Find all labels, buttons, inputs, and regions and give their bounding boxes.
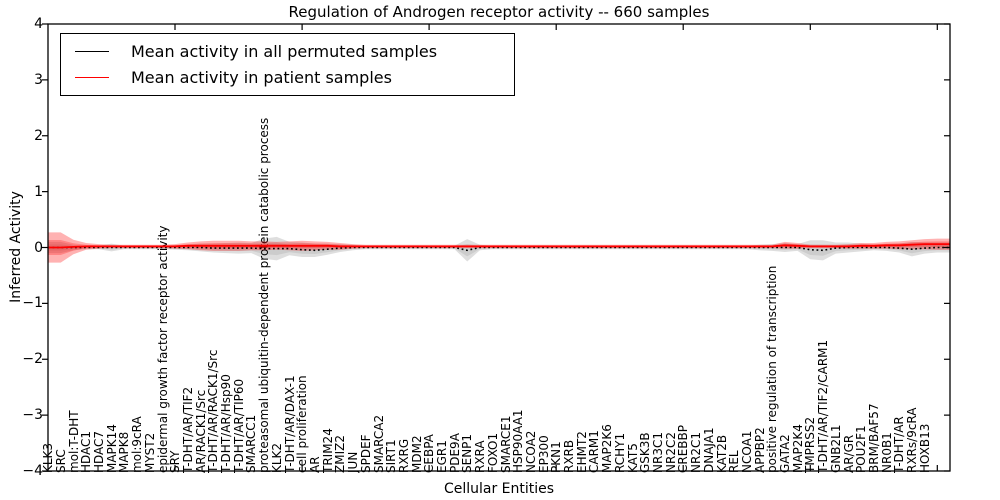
y-tick-label: −1 [22, 295, 43, 312]
y-tick-label: −4 [22, 463, 43, 479]
y-tick-label: 1 [34, 183, 43, 200]
y-tick-label: −3 [22, 407, 43, 424]
legend: Mean activity in all permuted samples Me… [60, 33, 515, 96]
patient-line-sample [75, 77, 109, 79]
y-tick-label: 2 [34, 127, 43, 144]
x-axis-label: Cellular Entities [443, 481, 555, 497]
legend-label-permuted: Mean activity in all permuted samples [131, 41, 438, 61]
permuted-line-sample [75, 50, 109, 52]
legend-label-patient: Mean activity in patient samples [131, 68, 392, 88]
y-tick-label: −2 [22, 351, 43, 368]
y-tick-label: 0 [34, 239, 43, 256]
legend-item-patient: Mean activity in patient samples [75, 66, 514, 90]
y-tick-label: 4 [34, 16, 43, 32]
y-tick-label: 3 [34, 71, 43, 88]
legend-item-permuted: Mean activity in all permuted samples [75, 39, 514, 63]
chart-title: Regulation of Androgen receptor activity… [288, 3, 710, 21]
